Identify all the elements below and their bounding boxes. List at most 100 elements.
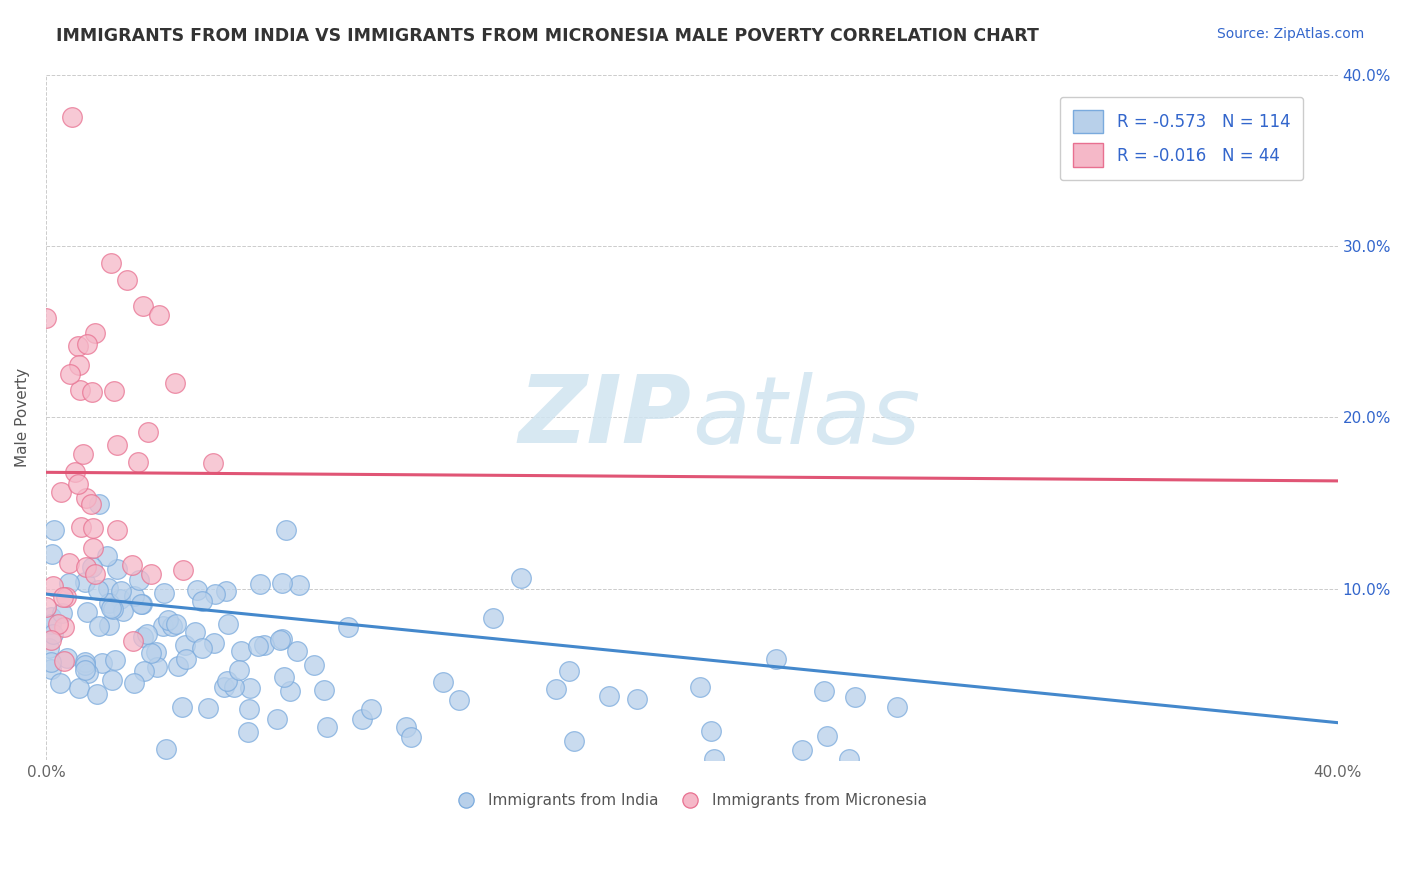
Point <box>626 691 648 706</box>
Point <box>215 674 238 689</box>
Point <box>316 720 339 734</box>
Point <box>42 627 65 641</box>
Point <box>239 681 262 695</box>
Point <box>132 665 155 679</box>
Point <box>53 654 76 668</box>
Point <box>104 652 127 666</box>
Point <box>204 587 226 601</box>
Point <box>813 684 835 698</box>
Point <box>121 634 143 648</box>
Point <box>56 651 79 665</box>
Point <box>167 658 190 673</box>
Point <box>66 339 89 353</box>
Point <box>39 609 62 624</box>
Point <box>304 657 326 672</box>
Point <box>132 299 155 313</box>
Point <box>39 655 62 669</box>
Point <box>83 566 105 581</box>
Point <box>215 584 238 599</box>
Point <box>186 582 208 597</box>
Legend: Immigrants from India, Immigrants from Micronesia: Immigrants from India, Immigrants from M… <box>451 788 932 814</box>
Point <box>63 465 86 479</box>
Point <box>337 620 360 634</box>
Point <box>131 598 153 612</box>
Point <box>238 702 260 716</box>
Point <box>73 664 96 678</box>
Point <box>247 639 270 653</box>
Point <box>58 576 80 591</box>
Point <box>202 636 225 650</box>
Point <box>75 560 97 574</box>
Point <box>76 337 98 351</box>
Point <box>101 673 124 688</box>
Point <box>97 596 120 610</box>
Point <box>236 724 259 739</box>
Point <box>35 600 58 615</box>
Point <box>122 589 145 603</box>
Point <box>112 604 135 618</box>
Point <box>39 662 62 676</box>
Point <box>53 620 76 634</box>
Text: atlas: atlas <box>692 372 920 463</box>
Point <box>124 676 146 690</box>
Point <box>86 687 108 701</box>
Point <box>191 641 214 656</box>
Point <box>101 602 124 616</box>
Point <box>222 681 245 695</box>
Point <box>765 652 787 666</box>
Point <box>66 476 89 491</box>
Point <box>38 641 60 656</box>
Point <box>172 563 194 577</box>
Point <box>72 447 94 461</box>
Point <box>152 619 174 633</box>
Point <box>449 693 471 707</box>
Point <box>197 701 219 715</box>
Point <box>87 583 110 598</box>
Text: Source: ZipAtlas.com: Source: ZipAtlas.com <box>1216 27 1364 41</box>
Point <box>174 638 197 652</box>
Point <box>87 497 110 511</box>
Point <box>98 618 121 632</box>
Point <box>69 681 91 695</box>
Point <box>249 577 271 591</box>
Point <box>165 376 187 391</box>
Point <box>217 616 239 631</box>
Point <box>103 384 125 398</box>
Point <box>544 682 567 697</box>
Point <box>67 358 90 372</box>
Point <box>285 644 308 658</box>
Point <box>278 684 301 698</box>
Point <box>39 632 62 647</box>
Point <box>69 383 91 397</box>
Point <box>838 752 860 766</box>
Point <box>129 597 152 611</box>
Text: IMMIGRANTS FROM INDIA VS IMMIGRANTS FROM MICRONESIA MALE POVERTY CORRELATION CHA: IMMIGRANTS FROM INDIA VS IMMIGRANTS FROM… <box>56 27 1039 45</box>
Point <box>49 676 72 690</box>
Point <box>105 524 128 538</box>
Point <box>155 741 177 756</box>
Point <box>146 660 169 674</box>
Point <box>115 273 138 287</box>
Point <box>886 700 908 714</box>
Point <box>96 549 118 563</box>
Point <box>76 665 98 680</box>
Point <box>598 689 620 703</box>
Point <box>395 721 418 735</box>
Point <box>59 367 82 381</box>
Point <box>274 523 297 537</box>
Point <box>482 611 505 625</box>
Point <box>52 590 75 604</box>
Point <box>127 455 149 469</box>
Point <box>39 617 62 632</box>
Point <box>75 655 97 669</box>
Point <box>141 566 163 581</box>
Point <box>132 630 155 644</box>
Point <box>266 712 288 726</box>
Point <box>815 729 838 743</box>
Point <box>792 743 814 757</box>
Point <box>689 680 711 694</box>
Point <box>253 638 276 652</box>
Point <box>288 578 311 592</box>
Point <box>148 308 170 322</box>
Point <box>165 616 187 631</box>
